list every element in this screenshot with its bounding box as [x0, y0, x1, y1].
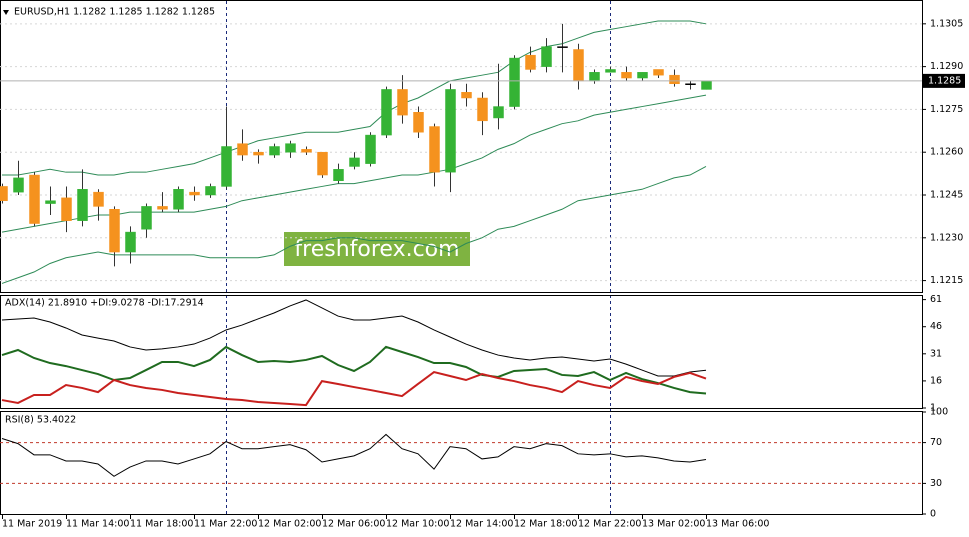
x-tick-label: 13 Mar 06:00 [706, 519, 769, 530]
x-tick-label: 11 Mar 14:00 [66, 519, 129, 530]
candle-body [269, 146, 280, 156]
candle-body [285, 143, 296, 153]
panel [0, 411, 923, 515]
x-tick-label: 11 Mar 18:00 [130, 519, 193, 530]
candle-body [173, 189, 184, 210]
candle-body [333, 169, 344, 181]
y-tick-label: 1.1290 [930, 61, 963, 72]
panel-title: EURUSD,H1 1.1282 1.1285 1.1282 1.1285 [14, 7, 215, 18]
x-tick-label: 12 Mar 18:00 [514, 519, 577, 530]
candle-body [525, 54, 536, 70]
series-line [1, 299, 707, 377]
x-tick-label: 12 Mar 22:00 [578, 519, 641, 530]
y-tick-label: 70 [930, 437, 942, 448]
x-tick-label: 11 Mar 22:00 [194, 519, 257, 530]
candle-body [349, 157, 360, 167]
candle-body [413, 112, 424, 133]
current-price-box [923, 73, 965, 88]
series-line [2, 20, 707, 176]
candle-body [637, 72, 648, 79]
x-tick-label: 12 Mar 02:00 [258, 519, 321, 530]
candle-body [445, 89, 456, 173]
candle-body [93, 191, 104, 207]
candle-body [541, 46, 552, 67]
y-tick-label: 31 [930, 348, 942, 359]
candle-body [317, 151, 328, 176]
candle-body [429, 126, 440, 173]
candle-body [221, 146, 232, 187]
series-line [1, 166, 707, 284]
candle-body [237, 143, 248, 156]
candle-body [189, 191, 200, 196]
candle-body [589, 72, 600, 82]
candle-body [397, 89, 408, 116]
y-tick-label: 1.1275 [930, 104, 963, 115]
panel-title: RSI(8) 53.4022 [5, 415, 76, 426]
x-tick-label: 11 Mar 2019 [2, 519, 62, 530]
series-line [1, 345, 707, 395]
y-tick-label: 16 [930, 375, 942, 386]
candle-body [509, 57, 520, 107]
candle-body [493, 106, 504, 119]
candle-body [77, 189, 88, 221]
series-line [1, 370, 707, 407]
x-tick-label: 12 Mar 14:00 [450, 519, 513, 530]
y-tick-label: 100 [930, 407, 948, 418]
current-price-label: 1.1285 [928, 75, 961, 86]
y-tick-label: 0 [930, 509, 936, 520]
candle-body [61, 197, 72, 221]
symbol-marker [3, 10, 9, 15]
y-tick-label: 1.1245 [930, 190, 963, 201]
candle-body [0, 186, 8, 201]
panel [0, 0, 923, 293]
candle-body [125, 231, 136, 253]
candle-body [573, 49, 584, 82]
candle-body [381, 89, 392, 136]
y-tick-label: 1.1215 [930, 275, 963, 286]
x-tick-label: 12 Mar 06:00 [322, 519, 385, 530]
y-tick-label: 61 [930, 294, 942, 305]
candle-body [653, 69, 664, 76]
candle-body [461, 92, 472, 99]
y-tick-label: 1.1260 [930, 147, 963, 158]
candle-body [205, 186, 216, 196]
x-tick-label: 12 Mar 10:00 [386, 519, 449, 530]
candle-body [605, 69, 616, 73]
y-tick-label: 1 [930, 403, 936, 414]
watermark: freshforex.com [294, 237, 459, 262]
candle-body [45, 200, 56, 204]
candle-body [621, 72, 632, 79]
candle-body [557, 46, 568, 48]
y-tick-label: 30 [930, 478, 942, 489]
y-tick-label: 46 [930, 321, 942, 332]
candle-body [157, 206, 168, 210]
candle-body [13, 177, 24, 193]
candle-body [253, 151, 264, 156]
candle-body [109, 209, 120, 253]
candle-body [701, 80, 712, 90]
series-line [1, 433, 707, 477]
candle-body [141, 206, 152, 230]
y-tick-label: 1.1230 [930, 232, 963, 243]
candle-body [669, 74, 680, 84]
candle-body [29, 174, 40, 224]
candle-body [301, 149, 312, 153]
candle-body [365, 134, 376, 164]
x-tick-label: 13 Mar 02:00 [642, 519, 705, 530]
panel-title: ADX(14) 21.8910 +DI:9.0278 -DI:17.2914 [5, 298, 204, 309]
panel [0, 295, 923, 409]
y-tick-label: 1.1305 [930, 18, 963, 29]
candle-body [685, 83, 696, 85]
candle-body [477, 97, 488, 122]
